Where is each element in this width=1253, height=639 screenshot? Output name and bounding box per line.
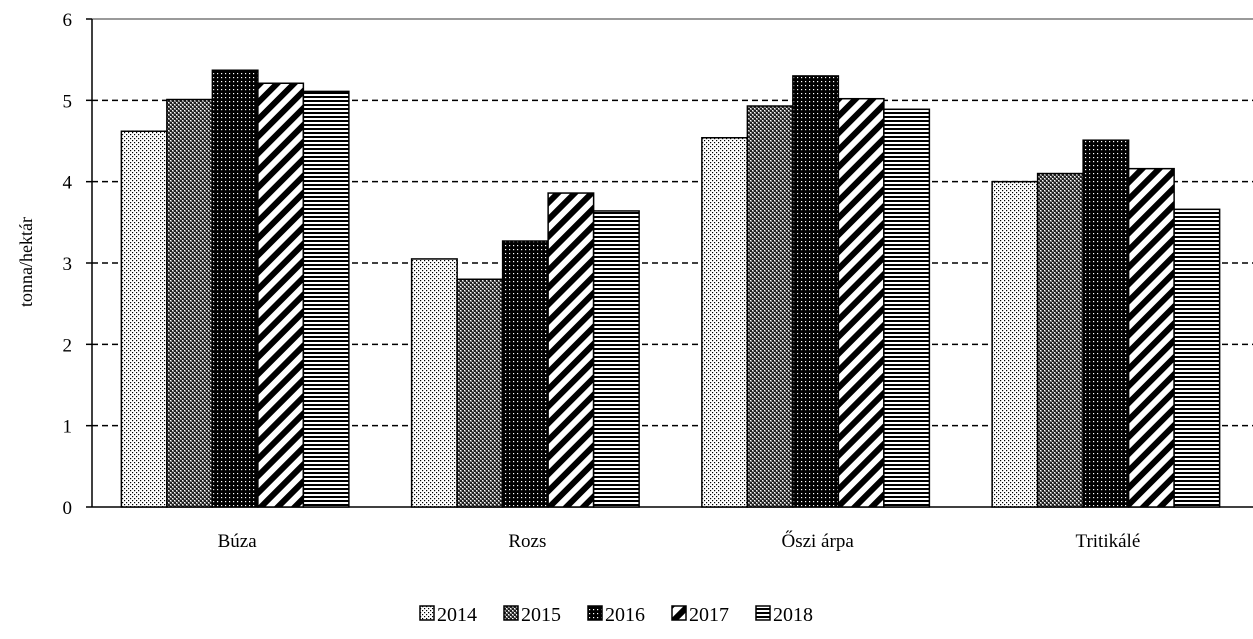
- y-tick-label: 3: [63, 254, 73, 275]
- legend-swatch: [504, 606, 518, 620]
- bar-2016-Rozs: [503, 241, 549, 507]
- y-tick-label: 0: [63, 498, 73, 519]
- legend-item-2017: 2017: [672, 604, 729, 626]
- x-tick-label: Búza: [218, 531, 258, 552]
- x-tick-label: Rozs: [508, 531, 546, 552]
- x-tick-label: Tritikálé: [1076, 531, 1141, 552]
- legend-item-2016: 2016: [588, 604, 645, 626]
- y-tick-label: 4: [63, 173, 73, 194]
- bar-2015-Tritikálé: [1038, 174, 1084, 507]
- bar-2014-Tritikálé: [992, 182, 1038, 507]
- legend-label: 2015: [521, 604, 561, 626]
- bar-2015-Búza: [167, 100, 213, 507]
- bar-2015-Őszi árpa: [747, 106, 793, 507]
- y-axis-label: tonna/hektár: [16, 217, 36, 307]
- legend-label: 2014: [437, 604, 477, 626]
- y-tick-label: 1: [63, 417, 73, 438]
- bar-2017-Rozs: [548, 193, 594, 507]
- x-tick-label: Őszi árpa: [781, 530, 854, 552]
- bar-2015-Rozs: [457, 279, 503, 507]
- y-tick-label: 5: [63, 91, 73, 112]
- bars: [121, 70, 1219, 507]
- bar-2016-Búza: [212, 70, 258, 507]
- legend-label: 2017: [689, 604, 729, 626]
- legend-swatch: [588, 606, 602, 620]
- y-tick-label: 2: [63, 335, 73, 356]
- bar-2014-Rozs: [412, 259, 458, 507]
- bar-2017-Búza: [258, 83, 304, 507]
- axis-labels: tonna/hektár: [16, 217, 36, 307]
- bar-2018-Őszi árpa: [884, 109, 930, 507]
- bar-2018-Tritikálé: [1174, 209, 1220, 507]
- bar-2016-Őszi árpa: [793, 76, 839, 507]
- legend-swatch: [756, 606, 770, 620]
- legend-label: 2016: [605, 604, 645, 626]
- bar-2018-Búza: [303, 91, 349, 507]
- bar-2017-Tritikálé: [1129, 169, 1175, 507]
- y-tick-label: 6: [63, 10, 73, 31]
- legend-swatch: [420, 606, 434, 620]
- legend-item-2018: 2018: [756, 604, 813, 626]
- legend-swatch: [672, 606, 686, 620]
- legend-label: 2018: [773, 604, 813, 626]
- bar-2014-Őszi árpa: [702, 138, 748, 507]
- bar-2016-Tritikálé: [1083, 140, 1129, 507]
- legend: 2014 2015 2016 2017 2018: [420, 604, 813, 626]
- bar-2014-Búza: [121, 131, 167, 507]
- bar-2018-Rozs: [594, 211, 640, 507]
- bar-2017-Őszi árpa: [838, 99, 884, 507]
- legend-item-2014: 2014: [420, 604, 477, 626]
- legend-item-2015: 2015: [504, 604, 561, 626]
